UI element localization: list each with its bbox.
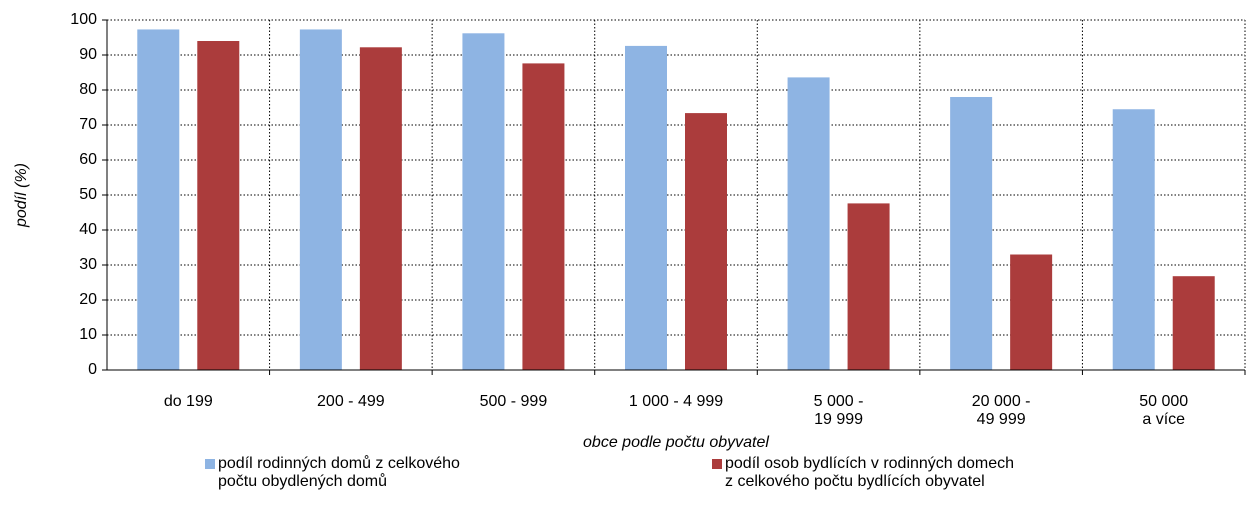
bar [462, 33, 505, 371]
x-axis-title: obce podle počtu obyvatel [583, 434, 769, 451]
bar [1010, 254, 1053, 370]
x-tick-label: 1 000 - 4 999 [628, 393, 724, 410]
y-tick-label: 90 [79, 46, 97, 63]
bar [299, 29, 342, 370]
x-tick-label: 200 - 499 [317, 393, 385, 410]
bar [1112, 109, 1155, 370]
bar [522, 63, 565, 371]
bar [359, 47, 402, 371]
x-tick-label: 20 000 - 49 999 [971, 393, 1031, 428]
legend-swatch [712, 459, 722, 469]
x-tick-label: 5 000 - 19 999 [813, 393, 864, 428]
bar [625, 45, 667, 371]
y-tick-label: 10 [79, 326, 97, 343]
bar [197, 41, 240, 370]
legend-swatch [205, 459, 215, 469]
bar [1172, 276, 1215, 370]
y-axis-title: podíl (%) [13, 163, 30, 228]
bar [847, 203, 890, 370]
bar [685, 113, 727, 370]
y-tick-label: 0 [88, 361, 97, 378]
y-tick-label: 20 [79, 291, 97, 308]
legend-label: podíl rodinných domů z celkového počtu o… [218, 455, 460, 490]
x-tick-label: 500 - 999 [479, 393, 548, 410]
y-tick-label: 50 [79, 186, 97, 203]
bar [137, 29, 180, 370]
y-tick-label: 70 [79, 116, 97, 133]
y-tick-label: 80 [79, 81, 97, 98]
bar [787, 77, 830, 371]
y-tick-label: 30 [79, 256, 97, 273]
y-tick-label: 60 [79, 151, 97, 168]
bar [950, 97, 993, 370]
y-tick-label: 40 [79, 221, 97, 238]
x-tick-label: 50 000 a více [1139, 393, 1189, 428]
legend-label: podíl osob bydlících v rodinných domech … [725, 455, 1015, 490]
x-tick-label: do 199 [163, 393, 213, 410]
y-tick-label: 100 [70, 11, 97, 28]
